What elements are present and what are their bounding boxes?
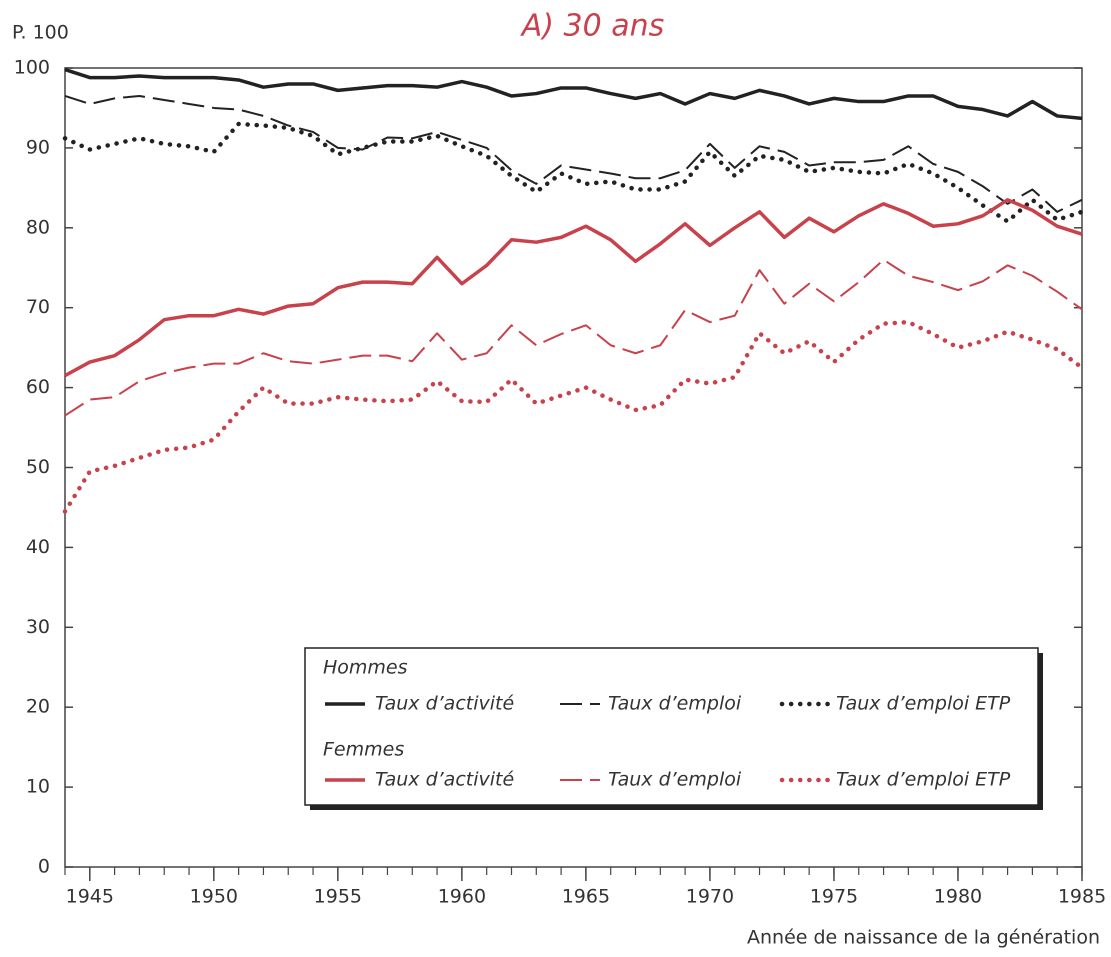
x-tick-label: 1945 [66,886,114,908]
y-tick-label: 100 [14,57,50,79]
y-tick-label: 0 [38,856,50,878]
y-tick-label: 40 [26,536,50,558]
series-line [64,258,1083,417]
series-line [64,198,1083,378]
y-tick-label: 90 [26,136,50,158]
y-tick-label: 60 [26,376,50,398]
legend [304,647,1039,806]
legend-group: Hommes [323,657,408,679]
chart-title: A) 30 ans [520,9,665,44]
legend-label: Taux d’activité [375,769,514,791]
legend-label: Taux d’emploi [608,693,742,715]
y-tick-label: 30 [26,616,50,638]
x-tick-label: 1970 [686,886,734,908]
series-line [62,121,1085,224]
legend-group: Femmes [323,739,404,761]
x-tick-label: 1955 [314,886,362,908]
legend-label: Taux d’emploi [608,769,742,791]
x-tick-label: 1960 [438,886,486,908]
x-tick-label: 1975 [810,886,858,908]
series-line [64,67,1083,121]
legend-label: Taux d’activité [375,693,514,715]
x-tick-label: 1965 [562,886,610,908]
legend-label: Taux d’emploi ETP [836,693,1011,715]
series-line [62,319,1085,514]
series-line [64,94,1083,213]
legend-label: Taux d’emploi ETP [836,769,1011,791]
y-tick-label: 50 [26,456,50,478]
x-tick-label: 1980 [934,886,982,908]
y-axis-label: P. 100 [12,22,69,44]
x-axis-label: Année de naissance de la génération [747,927,1100,949]
x-tick-label: 1985 [1058,886,1106,908]
y-tick-label: 10 [26,776,50,798]
y-tick-label: 70 [26,296,50,318]
y-tick-label: 80 [26,216,50,238]
x-tick-label: 1950 [190,886,238,908]
y-tick-label: 20 [26,696,50,718]
